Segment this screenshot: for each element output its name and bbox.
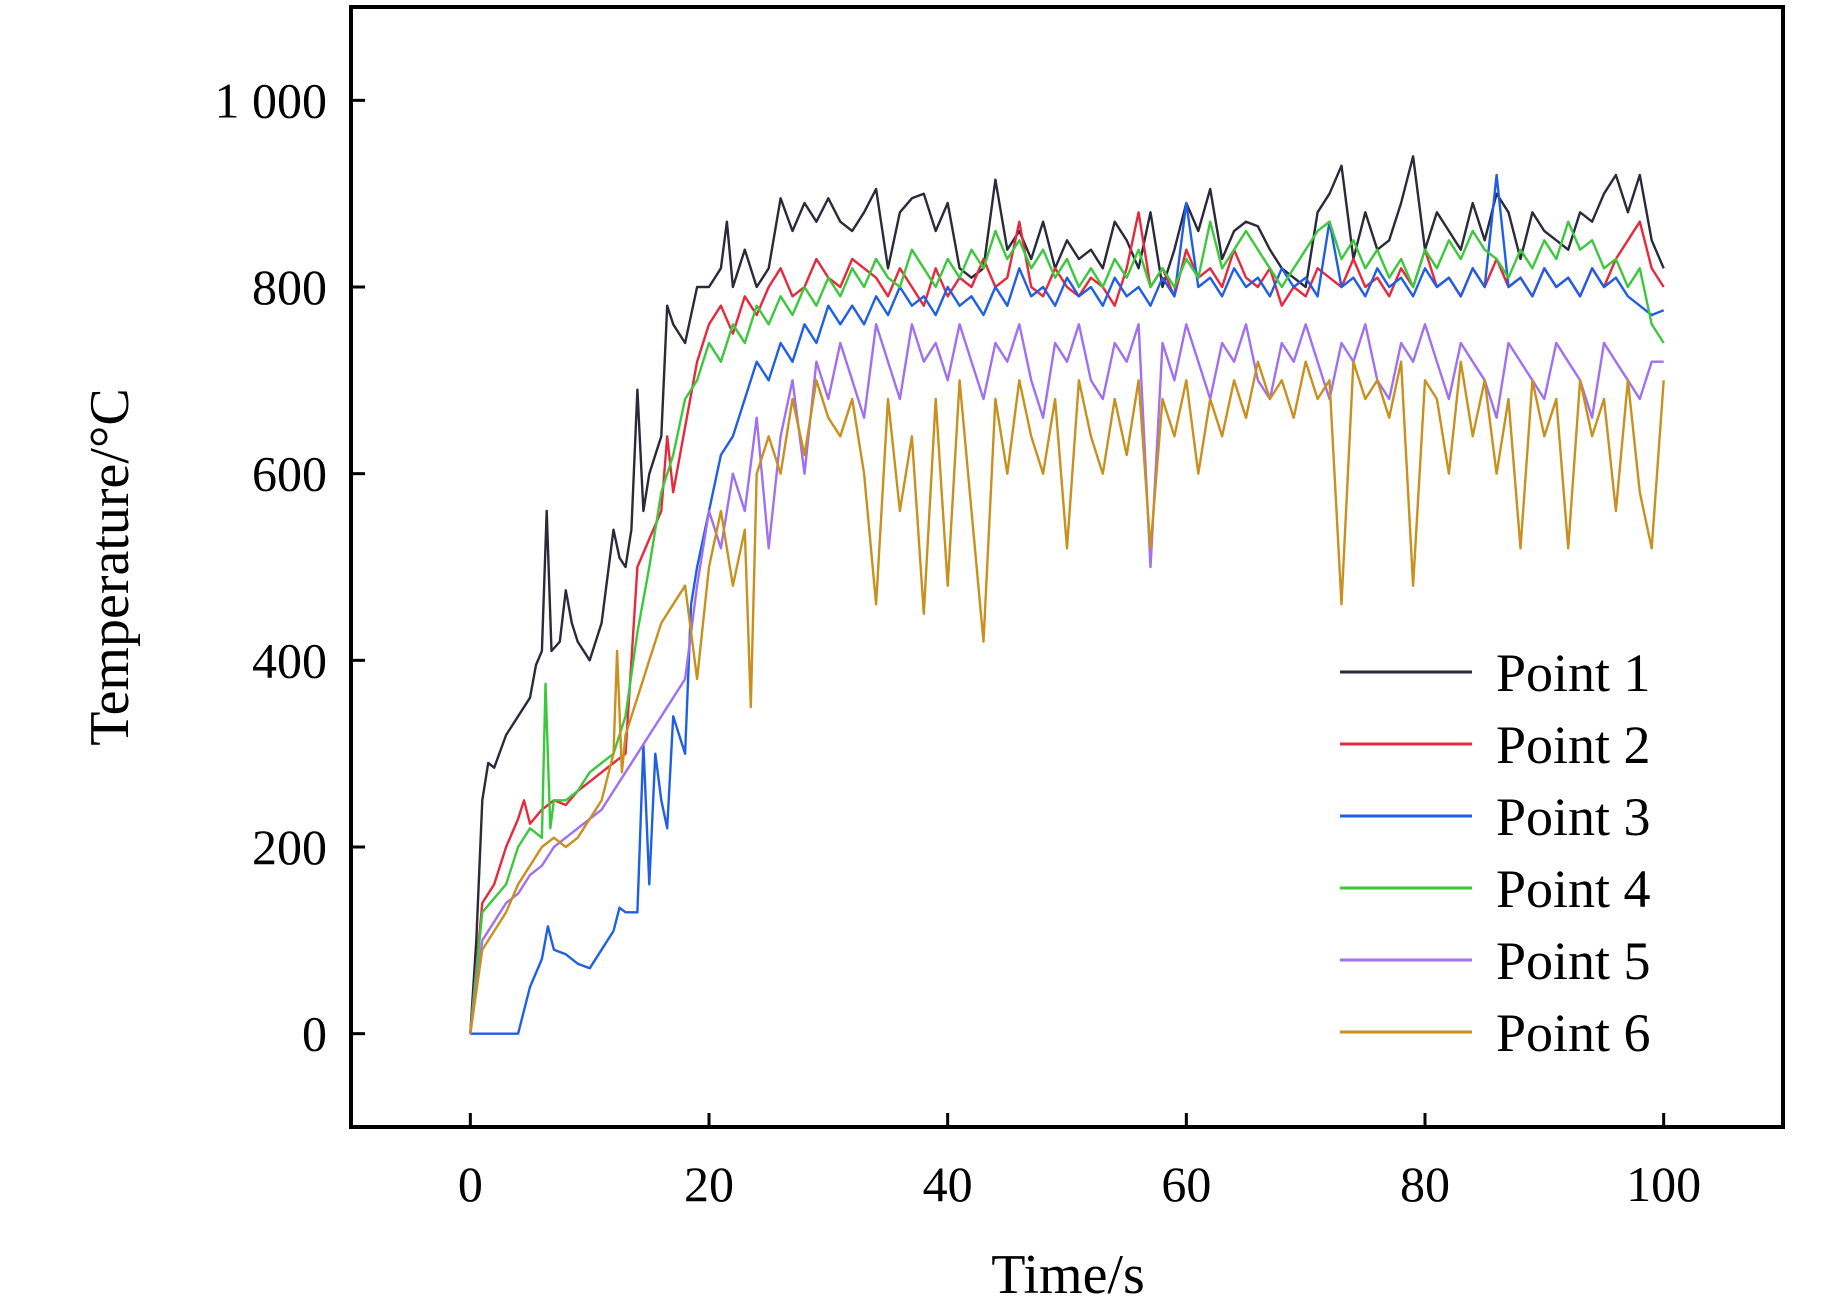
- legend-label: Point 4: [1496, 859, 1651, 919]
- y-axis-ticks: 0 200 400 600 800 1 000: [215, 72, 365, 1062]
- legend-label: Point 2: [1496, 715, 1651, 775]
- x-tick-label: 40: [923, 1156, 973, 1212]
- series-line-point-5: [469, 323, 1664, 1034]
- x-tick-label: 60: [1161, 1156, 1211, 1212]
- y-tick-label: 200: [252, 819, 327, 875]
- series-line-point-1: [469, 155, 1665, 1034]
- x-axis-title: Time/s: [991, 1244, 1145, 1306]
- plot-frame: [349, 5, 1785, 1129]
- y-tick-label: 400: [252, 632, 327, 688]
- legend-label: Point 6: [1496, 1003, 1651, 1063]
- y-tick-label: 1 000: [215, 72, 328, 128]
- x-tick-label: 100: [1626, 1156, 1701, 1212]
- x-axis-ticks: 0 20 40 60 80 100: [458, 1113, 1701, 1212]
- legend-label: Point 5: [1496, 931, 1651, 991]
- legend-label: Point 1: [1496, 643, 1651, 703]
- series-lines: [469, 155, 1665, 1035]
- legend-label: Point 3: [1496, 787, 1651, 847]
- x-tick-label: 0: [458, 1156, 483, 1212]
- x-tick-label: 20: [684, 1156, 734, 1212]
- series-line-point-4: [469, 220, 1665, 1034]
- y-tick-label: 800: [252, 259, 327, 315]
- y-axis-title: Temperature/°C: [79, 388, 141, 745]
- x-tick-label: 80: [1400, 1156, 1450, 1212]
- y-tick-label: 0: [302, 1006, 327, 1062]
- legend: Point 1 Point 2 Point 3 Point 4 Point 5 Point…: [1340, 643, 1651, 1063]
- y-tick-label: 600: [252, 446, 327, 502]
- series-line-point-3: [470, 173, 1665, 1035]
- series-line-point-6: [469, 360, 1665, 1034]
- series-line-point-2: [469, 211, 1665, 1034]
